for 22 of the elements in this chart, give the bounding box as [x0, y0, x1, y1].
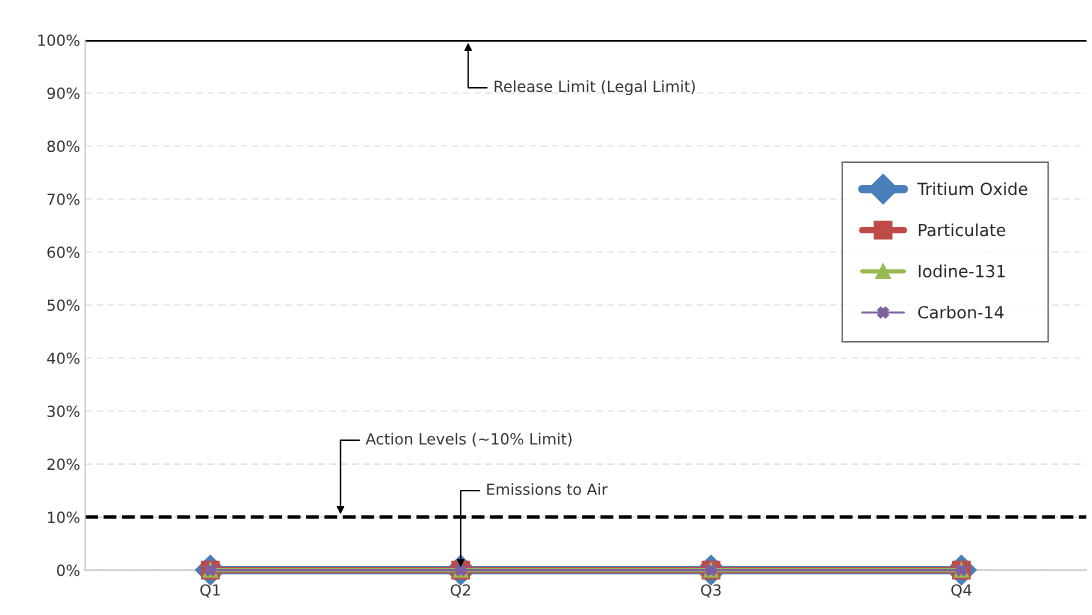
y-tick-label: 90%	[47, 87, 80, 100]
y-tick-label: 0%	[57, 564, 80, 577]
y-tick-label: 40%	[47, 352, 80, 365]
ref-line-label: Release Limit (Legal Limit)	[494, 80, 695, 96]
legend-label: Particulate	[918, 223, 1006, 237]
x-tick-label: Q1	[200, 584, 220, 598]
y-tick-label: 30%	[47, 405, 80, 418]
x-tick-label: Q3	[701, 584, 721, 598]
x-tick-label: Q2	[450, 584, 471, 598]
y-tick-label: 70%	[47, 193, 80, 206]
annotation: Emissions to Air	[487, 483, 608, 496]
legend-label: Tritium Oxide	[917, 182, 1028, 196]
y-tick-label: 60%	[47, 246, 80, 259]
y-tick-label: 10%	[48, 511, 80, 524]
legend-label: Iodine-131	[918, 264, 1005, 278]
y-tick-label: 50%	[47, 299, 80, 312]
y-tick-label: 100%	[38, 34, 80, 46]
legend-label: Carbon-14	[918, 305, 1004, 319]
y-tick-label: 80%	[47, 140, 80, 153]
ref-line-label: Action Levels (~10% Limit)	[365, 432, 572, 447]
y-tick-label: 20%	[47, 458, 80, 471]
x-tick-label: Q4	[951, 584, 972, 598]
